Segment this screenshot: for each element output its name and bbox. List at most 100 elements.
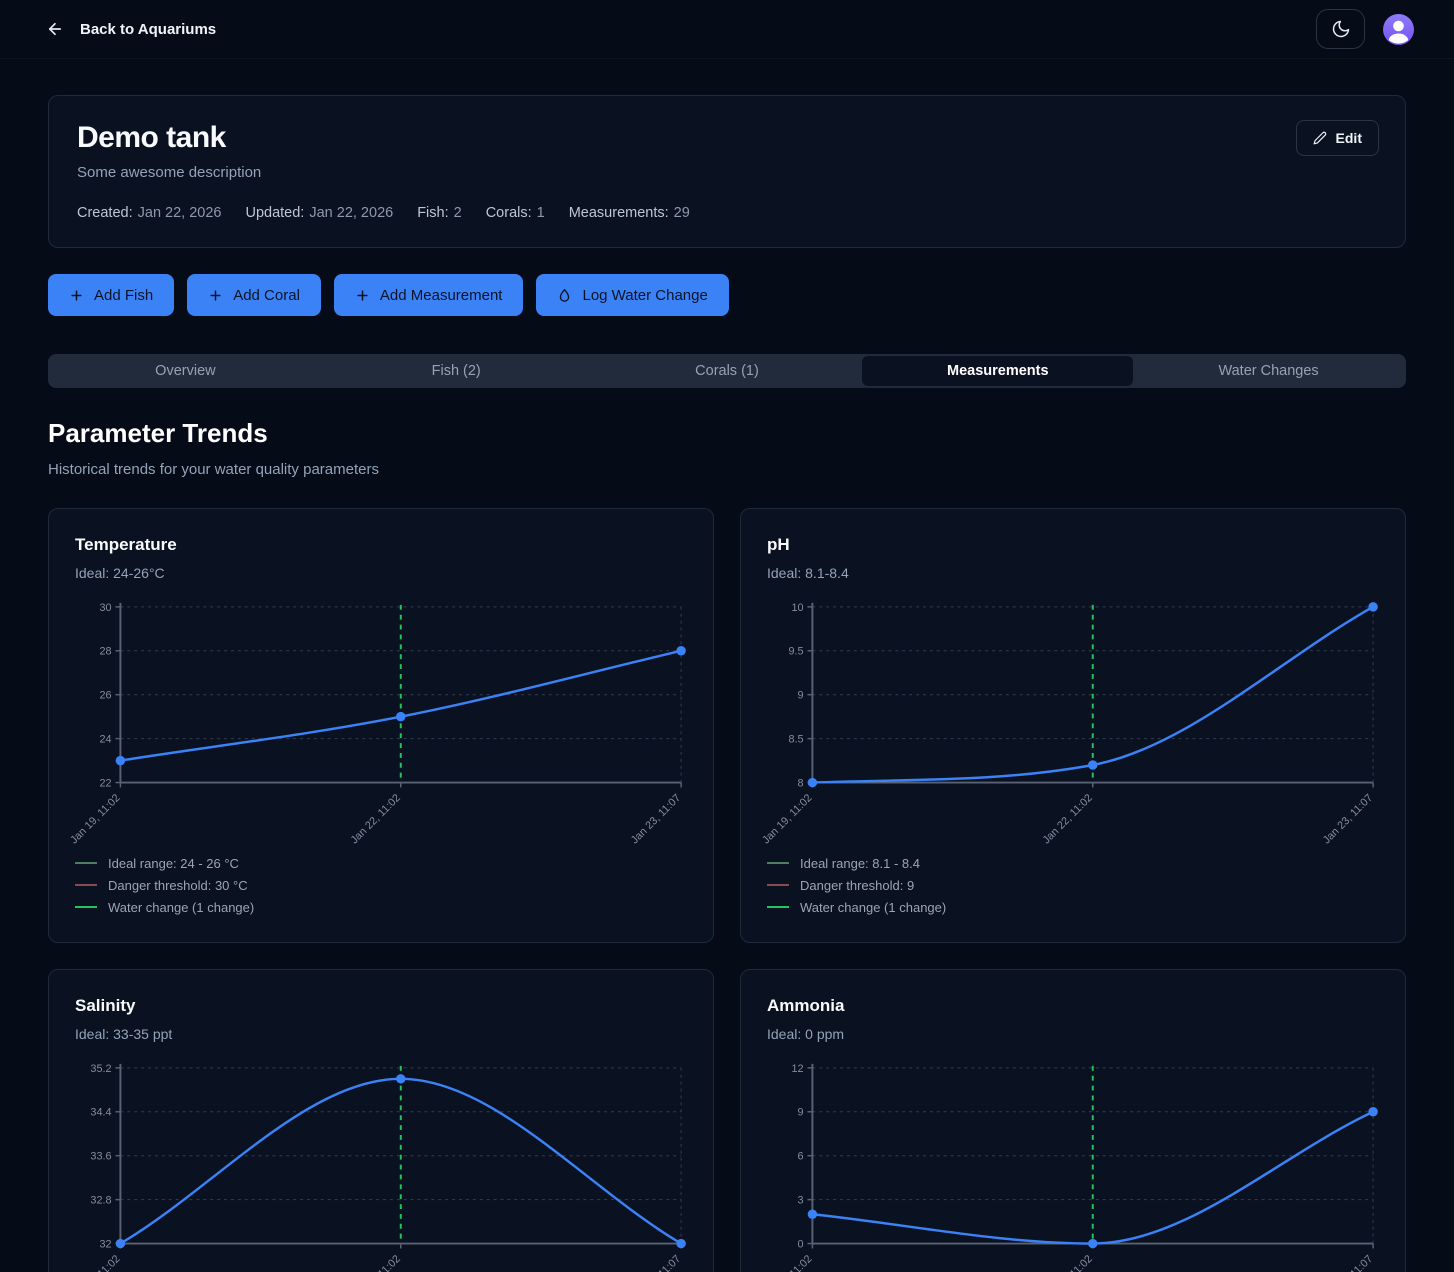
salinity-chart-title: Salinity [75,996,136,1015]
temperature-x-tick-2: Jan 23, 11:07 [629,792,683,846]
tank-meta-row: Created: Jan 22, 2026 Updated: Jan 22, 202… [77,205,1377,221]
plus-icon [69,288,84,303]
ph-data-point-2 [1368,602,1378,612]
ph-chart-title: pH [767,535,790,554]
legend-item: Water change (1 change) [767,900,1381,915]
svg-text:12: 12 [791,1063,803,1075]
ammonia-data-point-0 [807,1209,818,1220]
legend-label: Water change (1 change) [108,899,255,915]
droplet-icon [557,288,572,303]
ph-legend: Ideal range: 8.1 - 8.4 Danger threshold: … [767,856,1381,915]
tank-description: Some awesome description [77,164,262,181]
log-water-change-button[interactable]: Log Water Change [536,274,729,316]
svg-text:28: 28 [99,646,111,658]
svg-text:9.5: 9.5 [788,646,803,658]
legend-label: Danger threshold: 30 °C [108,877,248,893]
salinity-x-tick-0: Jan 19, 11:02 [68,1253,122,1272]
legend-item: Ideal range: 8.1 - 8.4 [767,856,1381,871]
salinity-data-point-2 [676,1238,686,1249]
log-water-change-label: Log Water Change [582,286,708,304]
back-label: Back to Aquariums [80,20,217,38]
meta-measurements-count: Measurements: 29 [568,205,690,221]
ammonia-x-tick-2: Jan 23, 11:07 [1321,1253,1375,1272]
action-buttons-row: Add Fish Add Coral Add Measurement Log W… [48,274,1406,316]
legend-line-swatch [767,906,789,909]
temperature-data-point-0 [115,755,126,766]
svg-text:35.2: 35.2 [90,1063,111,1075]
plus-icon [355,288,370,303]
chart-card-ph: pH Ideal: 8.1-8.4 8 8.5 9 9.5 10 Jan 19, 11:02 J… [740,508,1406,943]
svg-text:0: 0 [797,1239,803,1251]
top-navbar: Back to Aquariums [0,0,1454,59]
add-measurement-label: Add Measurement [379,286,503,304]
svg-text:24: 24 [99,734,111,746]
ammonia-data-point-2 [1368,1107,1378,1117]
user-avatar[interactable] [1383,13,1414,45]
tab-overview[interactable]: Overview [50,356,321,386]
chart-card-temperature: Temperature Ideal: 24-26°C 22 24 26 28 30 Jan 1… [48,508,714,943]
svg-text:8: 8 [797,778,803,790]
ph-x-tick-0: Jan 19, 11:02 [760,792,814,846]
add-fish-label: Add Fish [94,286,154,304]
temperature-legend: Ideal range: 24 - 26 °C Danger threshold:… [75,856,689,915]
temperature-x-tick-0: Jan 19, 11:02 [68,792,122,846]
svg-text:9: 9 [797,1107,803,1119]
temperature-x-tick-1: Jan 22, 11:02 [348,792,402,846]
temperature-line-chart: 22 24 26 28 30 Jan 19, 11:02 Jan 22, 11:02 Jan … [68,602,686,846]
svg-text:34.4: 34.4 [90,1107,111,1119]
tab-water-changes[interactable]: Water Changes [1133,356,1404,386]
ammonia-line-chart: 0 3 6 9 12 Jan 19, 11:02 Jan 22, 11:02 Jan 23, … [760,1063,1378,1272]
temperature-data-point-2 [676,646,686,656]
tank-summary-card: Demo tank Some awesome description Creat… [48,95,1406,248]
temperature-data-point-1 [396,711,406,722]
back-link[interactable]: Back to Aquariums [46,20,216,38]
legend-label: Ideal range: 8.1 - 8.4 [800,855,920,871]
charts-grid: Temperature Ideal: 24-26°C 22 24 26 28 30 Jan 1… [48,508,1406,1272]
legend-line-swatch [75,862,97,865]
svg-text:26: 26 [99,690,111,702]
legend-item: Danger threshold: 30 °C [75,878,689,893]
svg-text:33.6: 33.6 [90,1151,111,1163]
ph-x-tick-2: Jan 23, 11:07 [1321,792,1375,846]
tab-fish[interactable]: Fish (2) [321,356,592,386]
meta-updated: Updated: Jan 22, 2026 [245,205,394,221]
legend-line-swatch [75,884,97,887]
svg-text:22: 22 [99,778,111,790]
ammonia-ideal-label: Ideal: 0 ppm [767,1026,845,1042]
add-coral-label: Add Coral [233,286,300,304]
legend-line-swatch [75,906,97,909]
ammonia-chart-title: Ammonia [767,996,845,1015]
page-subtitle: Historical trends for your water quality… [48,461,379,478]
pencil-icon [1313,131,1327,145]
svg-text:32.8: 32.8 [90,1195,111,1207]
add-coral-button[interactable]: Add Coral [187,274,321,316]
chart-card-ammonia: Ammonia Ideal: 0 ppm 0 3 6 9 12 Jan 19, 11:02 Ja… [740,969,1406,1272]
main-content: Demo tank Some awesome description Creat… [0,95,1454,1272]
add-fish-button[interactable]: Add Fish [48,274,175,316]
edit-tank-button[interactable]: Edit [1295,120,1379,156]
salinity-x-tick-2: Jan 23, 11:07 [629,1253,683,1272]
ph-ideal-label: Ideal: 8.1-8.4 [767,565,849,581]
svg-text:32: 32 [99,1239,111,1251]
ammonia-data-point-1 [1088,1238,1098,1249]
theme-toggle-button[interactable] [1316,9,1365,49]
edit-button-label: Edit [1335,130,1362,146]
svg-text:6: 6 [797,1151,803,1163]
ph-data-point-1 [1088,760,1098,770]
salinity-line-chart: 32 32.8 33.6 34.4 35.2 Jan 19, 11:02 Jan 22, 1… [68,1063,686,1272]
ph-line-chart: 8 8.5 9 9.5 10 Jan 19, 11:02 Jan 22, 11:02 Jan … [760,602,1378,846]
legend-item: Danger threshold: 9 [767,878,1381,893]
svg-text:8.5: 8.5 [788,734,803,746]
svg-text:3: 3 [797,1195,803,1207]
ph-x-tick-1: Jan 22, 11:02 [1040,792,1094,846]
tab-corals[interactable]: Corals (1) [592,356,863,386]
arrow-left-icon [46,20,64,38]
tab-measurements[interactable]: Measurements [862,356,1134,386]
legend-item: Water change (1 change) [75,900,689,915]
legend-label: Ideal range: 24 - 26 °C [108,855,239,871]
meta-fish-count: Fish: 2 [417,205,462,221]
add-measurement-button[interactable]: Add Measurement [333,274,524,316]
ammonia-x-tick-0: Jan 19, 11:02 [760,1253,814,1272]
ph-data-point-0 [807,777,818,788]
salinity-x-tick-1: Jan 22, 11:02 [348,1253,402,1272]
